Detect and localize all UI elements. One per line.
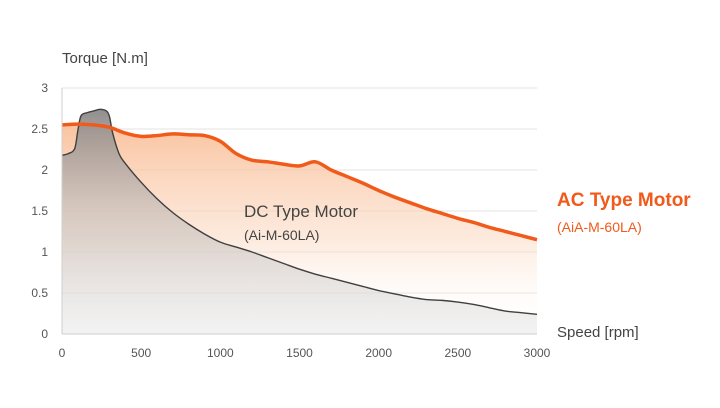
dc-series-model: (Ai-M-60LA) (244, 227, 319, 243)
y-tick-label: 2.5 (31, 122, 48, 136)
dc-series-label: DC Type Motor (244, 202, 358, 221)
ac-series-label: AC Type Motor (557, 190, 691, 211)
x-tick-label: 1500 (286, 346, 313, 360)
ac-series-line (61, 122, 538, 242)
y-tick-label: 0.5 (31, 286, 48, 300)
x-tick-label: 0 (59, 346, 66, 360)
y-tick-label: 1.5 (31, 204, 48, 218)
y-tick-labels: 0 0.5 1 1.5 2 2.5 3 (31, 81, 48, 341)
dc-series-area (62, 109, 537, 334)
x-tick-label: 3000 (524, 346, 551, 360)
y-tick-label: 1 (41, 245, 48, 259)
dc-series-line (61, 108, 538, 316)
x-axis-title: Speed [rpm] (557, 324, 639, 341)
y-tick-label: 0 (41, 327, 48, 341)
x-tick-label: 500 (131, 346, 151, 360)
x-tick-label: 2000 (365, 346, 392, 360)
x-tick-label: 1000 (207, 346, 234, 360)
y-tick-label: 3 (41, 81, 48, 95)
x-tick-label: 2500 (444, 346, 471, 360)
x-tick-labels: 0 500 1000 1500 2000 2500 3000 (59, 346, 551, 360)
ac-series-model: (AiA-M-60LA) (557, 219, 642, 235)
y-axis-title: Torque [N.m] (62, 50, 148, 67)
y-tick-label: 2 (41, 163, 48, 177)
